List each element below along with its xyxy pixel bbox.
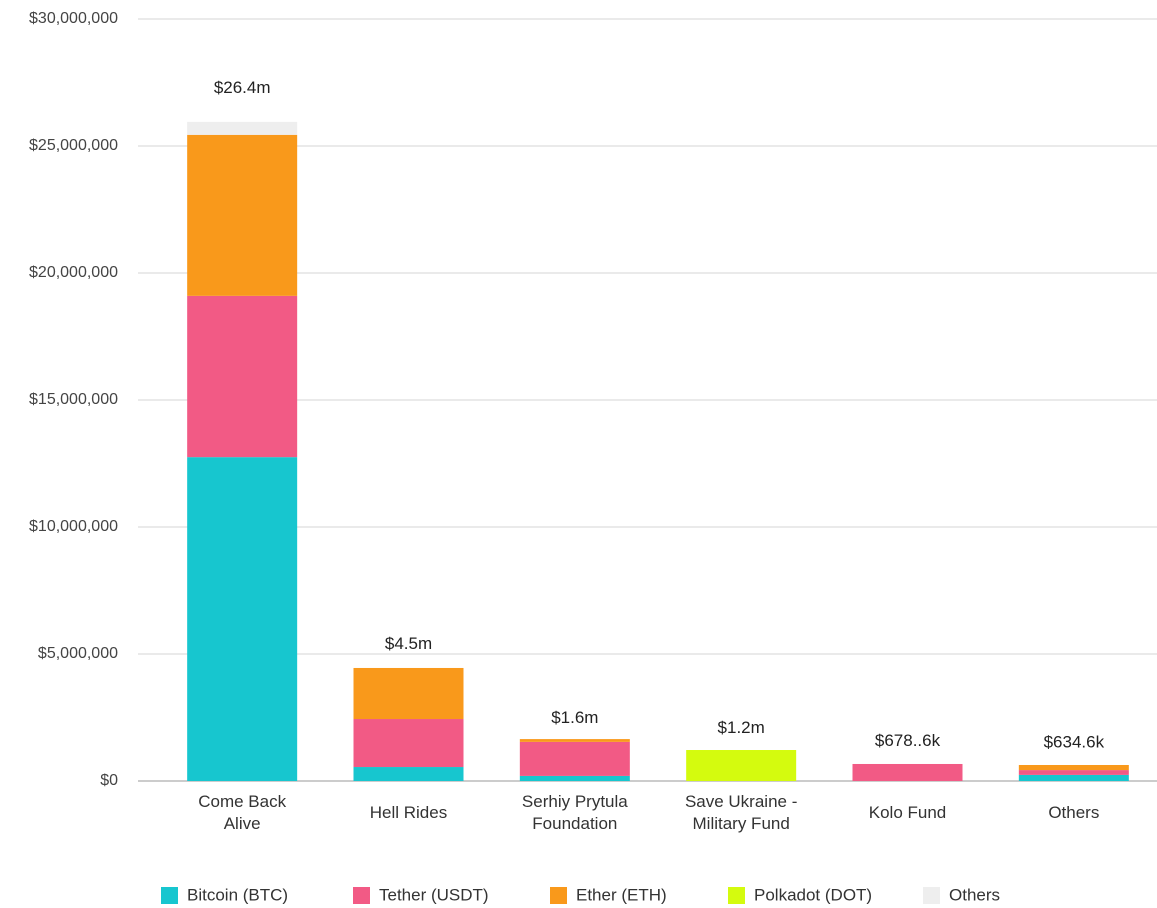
legend-label: Tether (USDT) bbox=[379, 885, 489, 904]
total-label: $1.6m bbox=[551, 708, 598, 727]
bar-segment bbox=[187, 134, 298, 296]
legend-swatch bbox=[728, 887, 745, 904]
bar-segment bbox=[187, 295, 298, 458]
legend-swatch bbox=[923, 887, 940, 904]
bar-segment bbox=[852, 763, 963, 781]
total-label: $1.2m bbox=[718, 718, 765, 737]
legend-swatch bbox=[161, 887, 178, 904]
y-tick-label: $25,000,000 bbox=[29, 137, 118, 154]
x-tick-label: Save Ukraine - Military Fund bbox=[684, 792, 798, 833]
bar-segment bbox=[353, 667, 464, 720]
x-tick-label: Serhiy Prytula Foundation bbox=[521, 792, 628, 833]
bar-segment bbox=[187, 457, 298, 781]
total-label: $26.4m bbox=[214, 78, 271, 97]
bar-segment bbox=[519, 739, 630, 742]
y-tick-label: $30,000,000 bbox=[29, 10, 118, 27]
legend-label: Others bbox=[949, 885, 1000, 904]
y-tick-label: $20,000,000 bbox=[29, 264, 118, 281]
y-tick-label: $15,000,000 bbox=[29, 391, 118, 408]
bar-segment bbox=[519, 741, 630, 776]
bar-segment bbox=[1018, 774, 1129, 781]
total-label: $634.6k bbox=[1044, 732, 1105, 751]
bar-segment bbox=[1018, 764, 1129, 771]
bar-segment bbox=[353, 719, 464, 768]
legend-swatch bbox=[550, 887, 567, 904]
x-tick-label: Kolo Fund bbox=[868, 803, 947, 822]
legend-label: Polkadot (DOT) bbox=[754, 885, 872, 904]
x-tick-label: Come Back Alive bbox=[198, 792, 287, 833]
total-label: $678..6k bbox=[875, 731, 941, 750]
bar-segment bbox=[353, 767, 464, 781]
y-tick-label: $5,000,000 bbox=[38, 645, 118, 662]
x-tick-label: Others bbox=[1048, 803, 1100, 822]
y-tick-label: $0 bbox=[100, 772, 118, 789]
total-label: $4.5m bbox=[385, 634, 432, 653]
x-tick-label: Hell Rides bbox=[369, 803, 448, 822]
bar-segment bbox=[686, 750, 797, 781]
y-tick-label: $10,000,000 bbox=[29, 518, 118, 535]
bar-segment bbox=[519, 775, 630, 781]
legend-label: Bitcoin (BTC) bbox=[187, 885, 288, 904]
bar-segment bbox=[1018, 770, 1129, 775]
legend-label: Ether (ETH) bbox=[576, 885, 667, 904]
legend-swatch bbox=[353, 887, 370, 904]
bar-segment bbox=[187, 121, 298, 135]
